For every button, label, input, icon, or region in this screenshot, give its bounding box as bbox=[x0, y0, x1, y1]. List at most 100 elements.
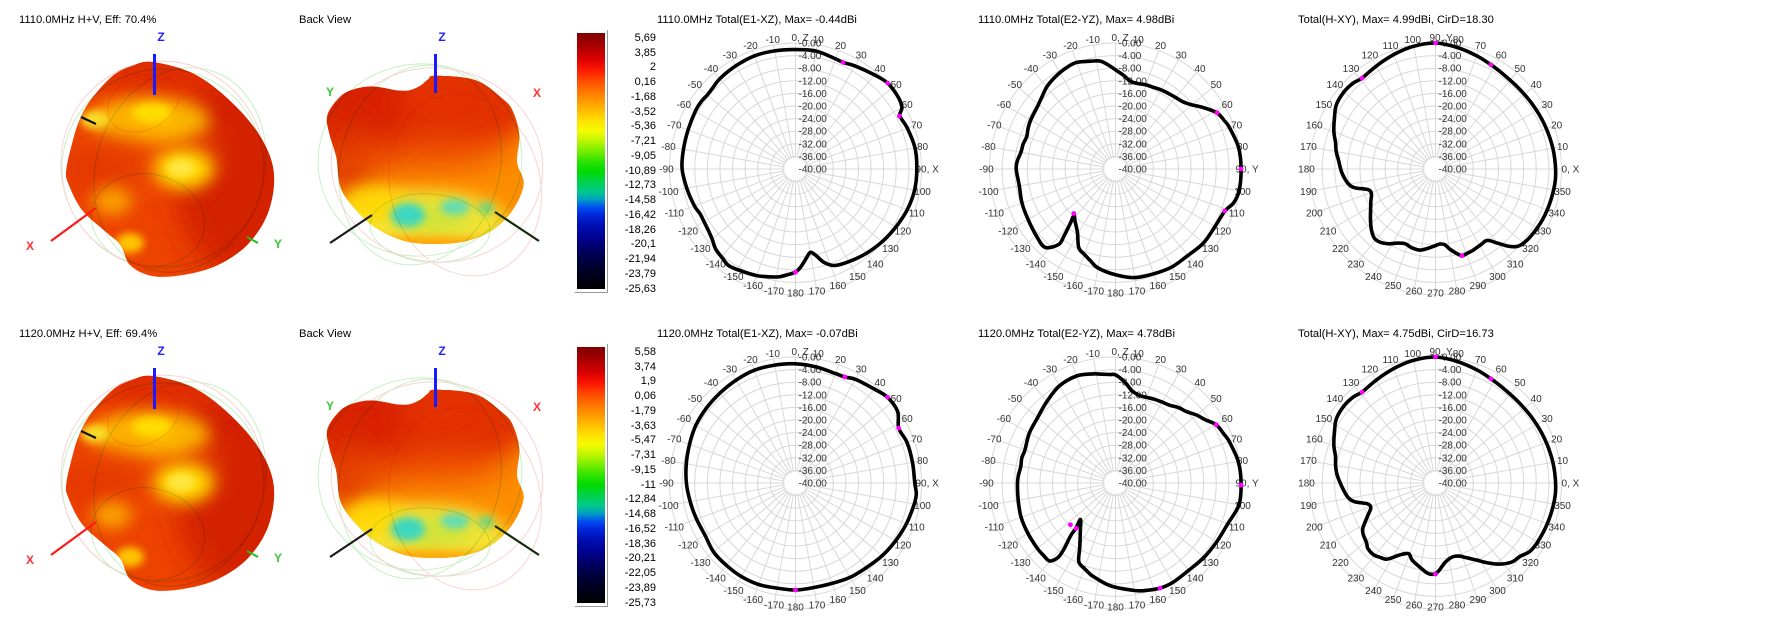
svg-text:10: 10 bbox=[1133, 349, 1145, 360]
svg-text:10: 10 bbox=[813, 349, 825, 360]
svg-text:180: 180 bbox=[787, 289, 804, 300]
svg-text:130: 130 bbox=[882, 244, 899, 255]
svg-text:160: 160 bbox=[1150, 281, 1167, 292]
svg-text:170: 170 bbox=[1300, 142, 1317, 153]
svg-text:-50: -50 bbox=[688, 80, 703, 91]
svg-text:180: 180 bbox=[787, 603, 804, 614]
svg-text:160: 160 bbox=[830, 281, 847, 292]
svg-text:-32.00: -32.00 bbox=[1119, 139, 1148, 150]
svg-text:-50: -50 bbox=[688, 394, 703, 405]
svg-text:40: 40 bbox=[874, 378, 886, 389]
svg-text:60: 60 bbox=[1496, 51, 1508, 62]
svg-text:0, X: 0, X bbox=[1562, 165, 1580, 176]
svg-text:70: 70 bbox=[1231, 120, 1243, 131]
svg-text:-100: -100 bbox=[658, 187, 678, 198]
svg-text:30: 30 bbox=[1542, 414, 1554, 425]
svg-text:-16.00: -16.00 bbox=[799, 403, 828, 414]
svg-text:350: 350 bbox=[1554, 187, 1571, 198]
svg-text:70: 70 bbox=[911, 120, 923, 131]
svg-text:0, Z: 0, Z bbox=[792, 33, 809, 44]
svg-text:-170: -170 bbox=[1084, 287, 1104, 298]
svg-text:90, Y: 90, Y bbox=[1430, 33, 1453, 44]
svg-text:-32.00: -32.00 bbox=[1439, 139, 1468, 150]
svg-text:-12.00: -12.00 bbox=[799, 76, 828, 87]
svg-text:-40: -40 bbox=[1024, 378, 1039, 389]
svg-text:140: 140 bbox=[1187, 574, 1204, 585]
svg-text:320: 320 bbox=[1522, 558, 1539, 569]
svg-text:270: 270 bbox=[1427, 603, 1444, 614]
svg-text:200: 200 bbox=[1306, 209, 1323, 220]
svg-text:110: 110 bbox=[1229, 209, 1245, 220]
svg-text:10: 10 bbox=[1133, 35, 1145, 46]
svg-text:-10: -10 bbox=[1085, 35, 1100, 46]
svg-text:-90: -90 bbox=[659, 479, 674, 490]
svg-text:130: 130 bbox=[1343, 64, 1360, 75]
svg-text:300: 300 bbox=[1489, 586, 1506, 597]
svg-text:-170: -170 bbox=[764, 287, 784, 298]
svg-text:30: 30 bbox=[856, 365, 868, 376]
svg-text:-24.00: -24.00 bbox=[799, 428, 828, 439]
svg-text:100: 100 bbox=[1404, 349, 1421, 360]
svg-text:-150: -150 bbox=[723, 272, 743, 283]
svg-text:270: 270 bbox=[1427, 289, 1444, 300]
svg-text:40: 40 bbox=[1531, 394, 1543, 405]
svg-text:-4.00: -4.00 bbox=[1439, 365, 1462, 376]
svg-text:-28.00: -28.00 bbox=[799, 441, 828, 452]
svg-text:190: 190 bbox=[1300, 501, 1317, 512]
svg-text:-40: -40 bbox=[704, 64, 719, 75]
svg-text:-110: -110 bbox=[985, 209, 1005, 220]
svg-text:50: 50 bbox=[1211, 394, 1223, 405]
svg-text:-24.00: -24.00 bbox=[799, 114, 828, 125]
svg-text:60: 60 bbox=[902, 100, 914, 111]
svg-text:-140: -140 bbox=[1026, 574, 1046, 585]
svg-text:-120: -120 bbox=[998, 541, 1018, 552]
svg-text:-120: -120 bbox=[678, 227, 698, 238]
svg-text:200: 200 bbox=[1306, 523, 1323, 534]
svg-text:100: 100 bbox=[1234, 501, 1251, 512]
svg-text:120: 120 bbox=[1361, 51, 1378, 62]
svg-text:90, Y: 90, Y bbox=[1236, 165, 1259, 176]
svg-text:-150: -150 bbox=[1043, 586, 1063, 597]
svg-text:-20.00: -20.00 bbox=[799, 416, 828, 427]
svg-text:-40: -40 bbox=[704, 378, 719, 389]
svg-text:-0.00: -0.00 bbox=[799, 353, 822, 364]
svg-text:-4.00: -4.00 bbox=[1439, 51, 1462, 62]
svg-text:-20: -20 bbox=[1063, 41, 1078, 52]
svg-text:150: 150 bbox=[1315, 414, 1332, 425]
svg-text:-70: -70 bbox=[987, 434, 1002, 445]
svg-text:30: 30 bbox=[1542, 100, 1554, 111]
svg-text:-60: -60 bbox=[677, 414, 692, 425]
svg-text:250: 250 bbox=[1385, 281, 1402, 292]
svg-text:-160: -160 bbox=[743, 595, 763, 606]
svg-text:-140: -140 bbox=[1026, 260, 1046, 271]
svg-text:120: 120 bbox=[895, 541, 912, 552]
svg-text:280: 280 bbox=[1449, 287, 1466, 298]
svg-text:X: X bbox=[533, 86, 541, 100]
svg-text:310: 310 bbox=[1507, 260, 1524, 271]
svg-text:-12.00: -12.00 bbox=[1439, 390, 1468, 401]
svg-text:20: 20 bbox=[1551, 120, 1563, 131]
svg-text:-0.00: -0.00 bbox=[799, 39, 822, 50]
svg-text:-70: -70 bbox=[667, 434, 682, 445]
svg-text:-28.00: -28.00 bbox=[1439, 441, 1468, 452]
svg-text:Z: Z bbox=[157, 344, 164, 358]
svg-text:150: 150 bbox=[1169, 272, 1186, 283]
svg-text:340: 340 bbox=[1548, 523, 1565, 534]
svg-text:170: 170 bbox=[1129, 601, 1146, 612]
svg-text:-90: -90 bbox=[659, 165, 674, 176]
svg-text:320: 320 bbox=[1522, 244, 1539, 255]
svg-text:90, X: 90, X bbox=[916, 165, 940, 176]
svg-text:240: 240 bbox=[1365, 272, 1382, 283]
svg-text:130: 130 bbox=[1202, 244, 1219, 255]
svg-text:140: 140 bbox=[867, 260, 884, 271]
svg-text:-16.00: -16.00 bbox=[1439, 403, 1468, 414]
svg-text:30: 30 bbox=[856, 51, 868, 62]
svg-text:10: 10 bbox=[813, 35, 825, 46]
svg-text:-8.00: -8.00 bbox=[1439, 64, 1462, 75]
svg-text:-36.00: -36.00 bbox=[1439, 152, 1468, 163]
svg-text:-24.00: -24.00 bbox=[1439, 428, 1468, 439]
svg-text:230: 230 bbox=[1347, 260, 1364, 271]
svg-text:-36.00: -36.00 bbox=[799, 152, 828, 163]
svg-text:-36.00: -36.00 bbox=[1119, 466, 1148, 477]
svg-text:170: 170 bbox=[809, 601, 826, 612]
